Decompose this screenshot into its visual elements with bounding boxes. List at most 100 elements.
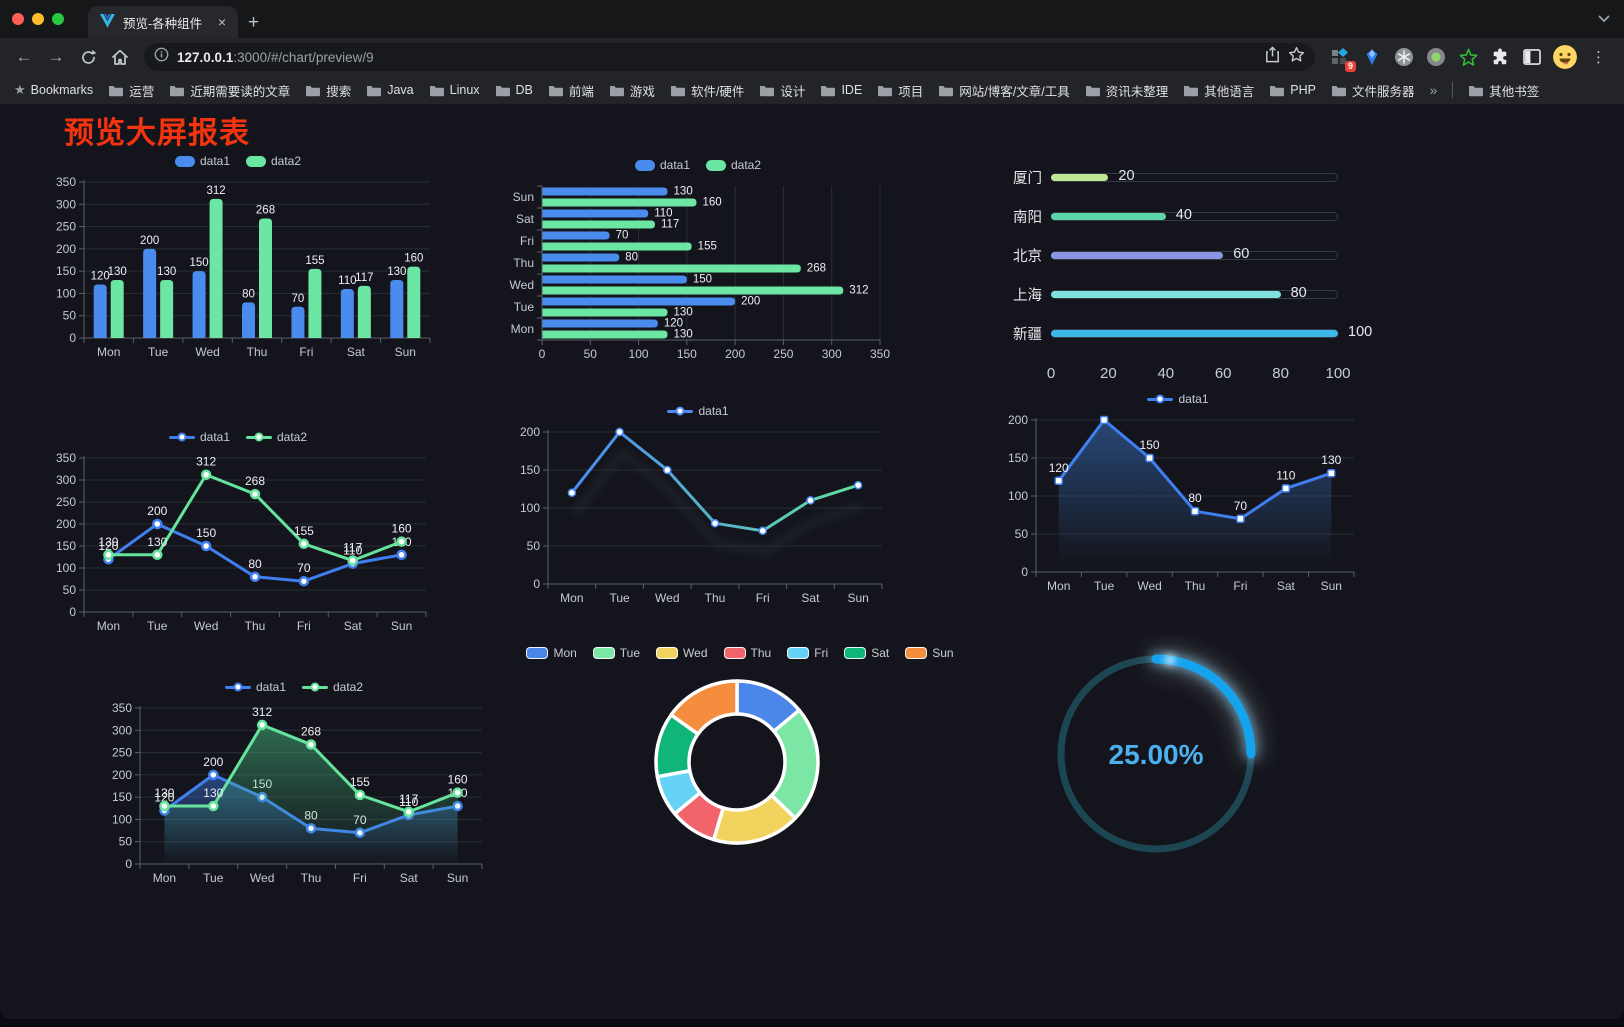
legend-item[interactable]: data2: [246, 154, 301, 168]
side-panel-icon[interactable]: [1521, 46, 1543, 68]
legend-item[interactable]: data2: [246, 430, 307, 444]
new-tab-button[interactable]: +: [248, 12, 260, 33]
close-window-button[interactable]: [12, 13, 24, 25]
zoom-window-button[interactable]: [52, 13, 64, 25]
url-bar[interactable]: 127.0.0.1:3000/#/chart/preview/9: [144, 43, 1315, 71]
two-series-line-chart[interactable]: data1 data2 0 50 100 150 200 250 300 350 Mon Tue Wed…: [40, 424, 436, 638]
reload-icon[interactable]: [74, 43, 102, 71]
back-icon[interactable]: ←: [15, 47, 33, 66]
capsule-row[interactable]: 上海 80: [1010, 275, 1338, 314]
bookmark-folder-item[interactable]: 网站/博客/文章/工具: [938, 81, 1070, 100]
svg-text:80: 80: [248, 557, 262, 571]
svg-text:Wed: Wed: [250, 871, 274, 885]
browser-tab[interactable]: 预览-各种组件 ×: [88, 6, 238, 38]
legend-item[interactable]: data1: [1147, 392, 1209, 406]
other-bookmarks-item[interactable]: 其他书签: [1468, 81, 1539, 100]
grouped-bar-chart[interactable]: data1 data2 0 50 100 150 200 250 300 350 Mon Tue Wed…: [40, 148, 436, 364]
minimize-window-button[interactable]: [32, 13, 44, 25]
svg-text:Wed: Wed: [510, 278, 534, 292]
capsule-row[interactable]: 北京 60: [1010, 236, 1338, 275]
bookmark-folder-item[interactable]: Linux: [429, 83, 480, 97]
legend-item[interactable]: data1: [168, 430, 230, 444]
capsule-row[interactable]: 厦门 20: [1010, 158, 1338, 197]
svg-text:160: 160: [404, 253, 423, 265]
gauge-chart[interactable]: 25.00%: [1038, 634, 1278, 880]
svg-text:Sun: Sun: [391, 619, 412, 633]
bookmark-star-icon[interactable]: [1288, 46, 1305, 68]
legend-item[interactable]: Thu: [723, 646, 771, 660]
svg-text:50: 50: [63, 309, 77, 323]
chevron-down-icon[interactable]: [1598, 10, 1610, 28]
svg-text:120: 120: [154, 791, 174, 805]
svg-text:70: 70: [292, 293, 305, 305]
page-content: 预览大屏报表 data1 data2 0 50 100 150 200 250 300 350 Mo…: [0, 104, 1624, 1019]
svg-text:Sat: Sat: [801, 591, 820, 605]
legend-item[interactable]: data2: [302, 680, 363, 694]
bookmark-folder-item[interactable]: IDE: [820, 83, 862, 97]
site-info-icon[interactable]: [154, 47, 169, 67]
bookmarks-manager-item[interactable]: ★ Bookmarks: [14, 82, 94, 97]
single-area-chart[interactable]: data1 0 50 100 150 200 Mon Tue Wed Thu Fri Sat Sun 12…: [992, 386, 1364, 598]
legend-item[interactable]: Fri: [787, 646, 828, 660]
forward-icon[interactable]: →: [47, 47, 65, 66]
svg-text:Fri: Fri: [1233, 579, 1247, 593]
legend-item[interactable]: Sat: [844, 646, 889, 660]
tab-close-icon[interactable]: ×: [217, 14, 226, 30]
capsule-progress-chart[interactable]: 厦门 20 南阳 40 北京 60 上海 80 新疆 100 0 20 40 60 80 100: [992, 158, 1373, 382]
donut-chart[interactable]: Mon Tue Wed Thu Fri Sat Sun: [526, 640, 954, 884]
svg-text:Mon: Mon: [153, 871, 176, 885]
profile-avatar[interactable]: [1553, 45, 1577, 69]
bookmark-folder-item[interactable]: 其他语言: [1183, 81, 1254, 100]
bookmark-folder-item[interactable]: PHP: [1269, 83, 1316, 97]
bookmark-folder-item[interactable]: 游戏: [609, 81, 655, 100]
bookmark-folder-item[interactable]: 设计: [759, 81, 805, 100]
legend-item[interactable]: data2: [706, 158, 761, 172]
share-icon[interactable]: [1265, 46, 1280, 68]
svg-text:Mon: Mon: [1047, 579, 1070, 593]
capsule-row[interactable]: 南阳 40: [1010, 197, 1338, 236]
bookmark-folder-item[interactable]: 近期需要读的文章: [169, 81, 290, 100]
svg-text:300: 300: [822, 347, 842, 361]
window-controls[interactable]: [0, 0, 76, 38]
horizontal-bar-chart[interactable]: data1 data2 0 50 100 150 200 250 300 350 Mon Tue Wed…: [504, 152, 892, 366]
url-text[interactable]: 127.0.0.1:3000/#/chart/preview/9: [177, 50, 374, 65]
extension-record-icon[interactable]: [1425, 46, 1447, 68]
capsule-row[interactable]: 新疆 100: [1013, 324, 1373, 343]
bookmark-folder-item[interactable]: 运营: [108, 81, 154, 100]
extension-grid-icon[interactable]: 9: [1329, 46, 1356, 72]
svg-text:0: 0: [125, 857, 132, 871]
legend-item[interactable]: data1: [224, 680, 286, 694]
extension-gem-icon[interactable]: [1361, 46, 1383, 68]
svg-text:200: 200: [140, 235, 159, 247]
legend-item[interactable]: Wed: [656, 646, 708, 660]
svg-text:130: 130: [674, 329, 693, 341]
extension-star-icon[interactable]: [1457, 46, 1479, 68]
legend-item[interactable]: Sun: [905, 646, 954, 660]
legend-item[interactable]: data1: [634, 158, 690, 172]
svg-text:Fri: Fri: [299, 345, 313, 359]
browser-menu-icon[interactable]: ⋮: [1591, 49, 1606, 66]
legend-item[interactable]: Tue: [592, 646, 640, 660]
home-icon[interactable]: [106, 43, 134, 71]
bookmarks-overflow-icon[interactable]: »: [1429, 82, 1438, 98]
svg-text:250: 250: [56, 220, 76, 234]
legend-item[interactable]: Mon: [526, 646, 577, 660]
legend-item[interactable]: data1: [174, 154, 230, 168]
bookmark-folder-item[interactable]: 前端: [548, 81, 594, 100]
bookmark-folder-item[interactable]: DB: [495, 83, 533, 97]
extension-snowflake-icon[interactable]: [1393, 46, 1415, 68]
extensions-puzzle-icon[interactable]: [1489, 46, 1511, 68]
svg-text:150: 150: [56, 264, 76, 278]
svg-text:100: 100: [1008, 489, 1028, 503]
chart-legend: Mon Tue Wed Thu Fri Sat Sun: [526, 640, 954, 666]
bookmark-folder-item[interactable]: 搜索: [305, 81, 351, 100]
svg-text:250: 250: [56, 495, 76, 509]
legend-item[interactable]: data1: [667, 404, 729, 418]
bookmark-folder-item[interactable]: Java: [366, 83, 414, 97]
bookmark-folder-item[interactable]: 项目: [877, 81, 923, 100]
bookmark-folder-item[interactable]: 资讯未整理: [1085, 81, 1168, 100]
gradient-line-chart[interactable]: data1 0 50 100 150 200 Mon Tue Wed Thu Fri Sat Sun: [504, 398, 892, 610]
bookmark-folder-item[interactable]: 软件/硬件: [670, 81, 744, 100]
bookmark-folder-item[interactable]: 文件服务器: [1331, 81, 1414, 100]
two-series-area-chart[interactable]: data1 data2 0 50 100 150 200 250 300 350 Mon Tue Wed…: [96, 674, 492, 890]
